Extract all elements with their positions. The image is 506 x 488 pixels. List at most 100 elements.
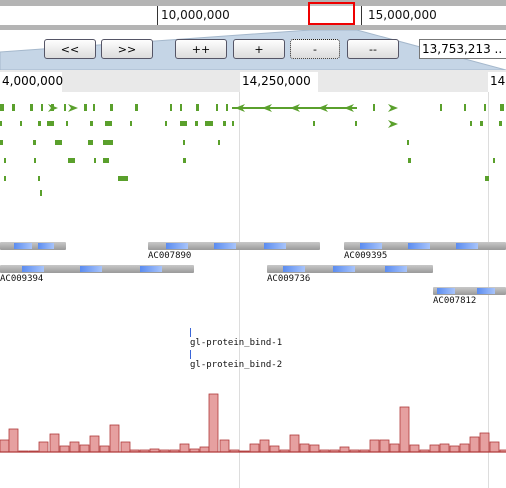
gene-strand-arrow[interactable] bbox=[388, 104, 398, 112]
gene-segment[interactable] bbox=[4, 158, 6, 163]
gene-segment[interactable] bbox=[103, 158, 109, 163]
histogram-bar[interactable] bbox=[259, 439, 270, 453]
gene-strand-arrow[interactable] bbox=[388, 120, 398, 128]
gene-segment[interactable] bbox=[88, 140, 93, 145]
motif-marker[interactable] bbox=[190, 328, 191, 337]
gene-segment[interactable] bbox=[373, 104, 375, 111]
gene-segment[interactable] bbox=[355, 121, 357, 126]
pan-right-far-button[interactable]: >> bbox=[101, 39, 153, 59]
zoom-in-button[interactable]: + bbox=[233, 39, 285, 59]
histogram-bar[interactable] bbox=[369, 439, 380, 453]
gene-segment[interactable] bbox=[66, 121, 68, 126]
histogram-bar[interactable] bbox=[0, 439, 10, 453]
gene-segment[interactable] bbox=[407, 140, 409, 145]
gene-segment[interactable] bbox=[84, 104, 87, 111]
density-histogram[interactable] bbox=[0, 385, 506, 460]
histogram-bar[interactable] bbox=[89, 435, 100, 453]
gene-segment[interactable] bbox=[34, 158, 36, 163]
gene-segment[interactable] bbox=[55, 140, 62, 145]
histogram-bar[interactable] bbox=[179, 443, 190, 453]
histogram-bar[interactable] bbox=[399, 406, 410, 453]
histogram-bar[interactable] bbox=[379, 439, 390, 453]
gene-strand-arrow[interactable] bbox=[235, 104, 245, 112]
gene-segment[interactable] bbox=[38, 121, 41, 126]
gene-segment[interactable] bbox=[4, 176, 6, 181]
gene-segment[interactable] bbox=[130, 121, 132, 126]
gene-segment[interactable] bbox=[470, 121, 472, 126]
gene-segment[interactable] bbox=[165, 121, 167, 126]
histogram-bar[interactable] bbox=[289, 434, 300, 453]
zoom-in-more-button[interactable]: ++ bbox=[175, 39, 227, 59]
gene-track[interactable] bbox=[0, 92, 506, 202]
histogram-bar[interactable] bbox=[38, 441, 49, 453]
gene-strand-arrow[interactable] bbox=[290, 104, 300, 112]
histogram-bar[interactable] bbox=[449, 445, 460, 453]
gene-segment[interactable] bbox=[94, 158, 96, 163]
gene-segment[interactable] bbox=[33, 140, 36, 145]
gene-segment[interactable] bbox=[223, 121, 226, 126]
zoom-out-more-button[interactable]: -- bbox=[347, 39, 399, 59]
clone-feature[interactable]: AC009736 bbox=[267, 265, 433, 285]
location-input[interactable]: 13,753,213 .. 14 bbox=[419, 39, 506, 59]
gene-segment[interactable] bbox=[47, 121, 54, 126]
histogram-bar[interactable] bbox=[69, 441, 80, 453]
histogram-bar[interactable] bbox=[309, 444, 320, 453]
histogram-bar[interactable] bbox=[219, 439, 230, 453]
gene-segment[interactable] bbox=[183, 140, 185, 145]
histogram-bar[interactable] bbox=[99, 445, 110, 453]
gene-segment[interactable] bbox=[485, 176, 489, 181]
gene-segment[interactable] bbox=[40, 190, 42, 196]
gene-segment[interactable] bbox=[216, 104, 218, 111]
gene-segment[interactable] bbox=[64, 104, 66, 111]
gene-segment[interactable] bbox=[500, 104, 504, 111]
pan-left-far-button[interactable]: << bbox=[44, 39, 96, 59]
clone-feature[interactable]: AC009394 bbox=[0, 265, 194, 285]
gene-segment[interactable] bbox=[93, 104, 95, 111]
gene-segment[interactable] bbox=[226, 104, 228, 111]
gene-segment[interactable] bbox=[110, 104, 113, 111]
histogram-bar[interactable] bbox=[199, 446, 210, 453]
gene-strand-arrow[interactable] bbox=[344, 104, 354, 112]
clone-feature[interactable]: AC009395 bbox=[344, 242, 506, 262]
gene-segment[interactable] bbox=[232, 121, 234, 126]
gene-segment[interactable] bbox=[218, 140, 220, 145]
gene-segment[interactable] bbox=[180, 104, 182, 111]
gene-segment[interactable] bbox=[38, 176, 40, 181]
gene-segment[interactable] bbox=[183, 158, 186, 163]
gene-segment[interactable] bbox=[493, 158, 495, 163]
gene-segment[interactable] bbox=[103, 140, 113, 145]
gene-segment[interactable] bbox=[180, 121, 187, 126]
gene-segment[interactable] bbox=[0, 140, 3, 145]
overview-strip[interactable]: 10,000,000 15,000,000 bbox=[0, 0, 506, 30]
histogram-bar[interactable] bbox=[249, 443, 260, 453]
gene-segment[interactable] bbox=[408, 158, 411, 163]
histogram-bar[interactable] bbox=[208, 393, 219, 453]
gene-segment[interactable] bbox=[20, 121, 22, 126]
gene-segment[interactable] bbox=[195, 121, 198, 126]
gene-segment[interactable] bbox=[0, 121, 2, 126]
gene-strand-arrow[interactable] bbox=[48, 104, 58, 112]
gene-strand-arrow[interactable] bbox=[68, 104, 78, 112]
histogram-bar[interactable] bbox=[79, 444, 90, 453]
histogram-bar[interactable] bbox=[59, 445, 70, 453]
motif-marker[interactable] bbox=[190, 350, 191, 359]
gene-segment[interactable] bbox=[464, 104, 466, 111]
gene-segment[interactable] bbox=[440, 104, 442, 111]
gene-segment[interactable] bbox=[313, 121, 315, 126]
gene-segment[interactable] bbox=[135, 104, 138, 111]
gene-segment[interactable] bbox=[90, 121, 93, 126]
histogram-bar[interactable] bbox=[459, 443, 470, 453]
gene-segment[interactable] bbox=[30, 104, 33, 111]
histogram-bar[interactable] bbox=[109, 424, 120, 453]
gene-segment[interactable] bbox=[41, 104, 43, 111]
gene-segment[interactable] bbox=[12, 104, 15, 111]
histogram-bar[interactable] bbox=[429, 444, 440, 453]
clone-feature[interactable]: AC007812 bbox=[433, 287, 506, 307]
gene-segment[interactable] bbox=[480, 121, 483, 126]
histogram-bar[interactable] bbox=[389, 443, 400, 453]
histogram-bar[interactable] bbox=[439, 443, 450, 453]
gene-segment[interactable] bbox=[170, 104, 172, 111]
zoom-out-button[interactable]: - bbox=[290, 39, 340, 59]
current-view-indicator[interactable] bbox=[308, 2, 355, 25]
gene-segment[interactable] bbox=[484, 104, 486, 111]
